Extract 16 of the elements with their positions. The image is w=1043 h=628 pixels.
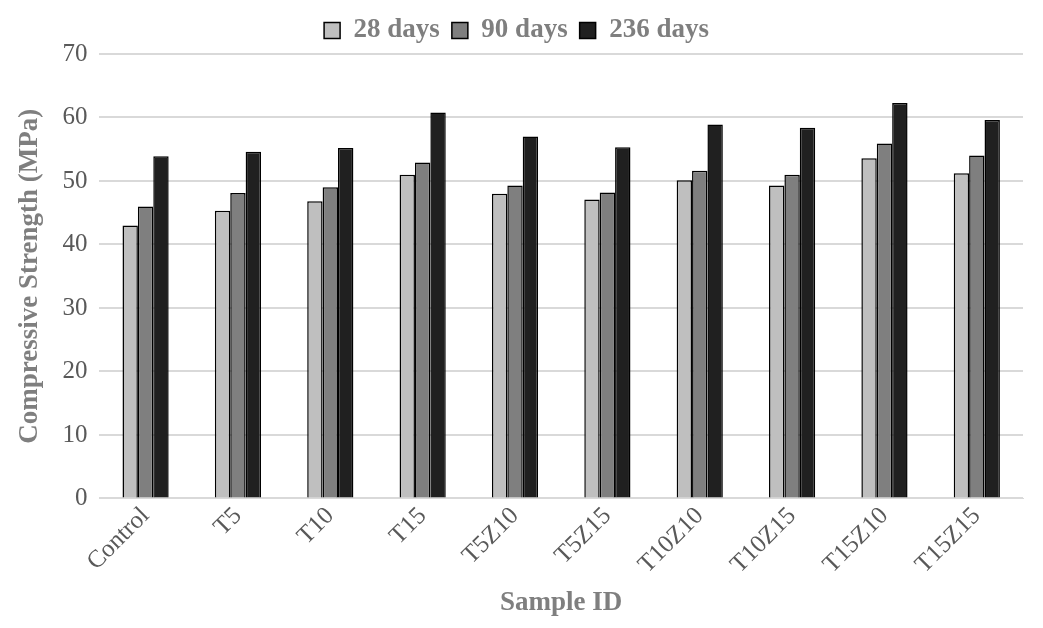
y-axis-title: Compressive Strength (MPa) bbox=[13, 108, 44, 444]
legend-label: 236 days bbox=[609, 13, 709, 44]
y-tick-label: 70 bbox=[62, 38, 88, 66]
y-tick-label: 30 bbox=[62, 292, 88, 320]
x-tick-label: T5 bbox=[207, 501, 247, 540]
x-axis-title: Sample ID bbox=[500, 585, 623, 616]
legend-label: 28 days bbox=[353, 13, 440, 44]
y-tick-label: 20 bbox=[62, 356, 88, 384]
legend-label: 90 days bbox=[481, 13, 568, 44]
x-tick-label: T10 bbox=[290, 501, 339, 549]
x-tick-label: T15 bbox=[383, 501, 431, 549]
y-tick-label: 50 bbox=[62, 165, 88, 193]
y-tick-label: 60 bbox=[62, 102, 88, 130]
y-tick-label: 40 bbox=[62, 229, 88, 257]
y-tick-label: 0 bbox=[74, 483, 88, 510]
y-tick-label: 10 bbox=[62, 419, 88, 447]
